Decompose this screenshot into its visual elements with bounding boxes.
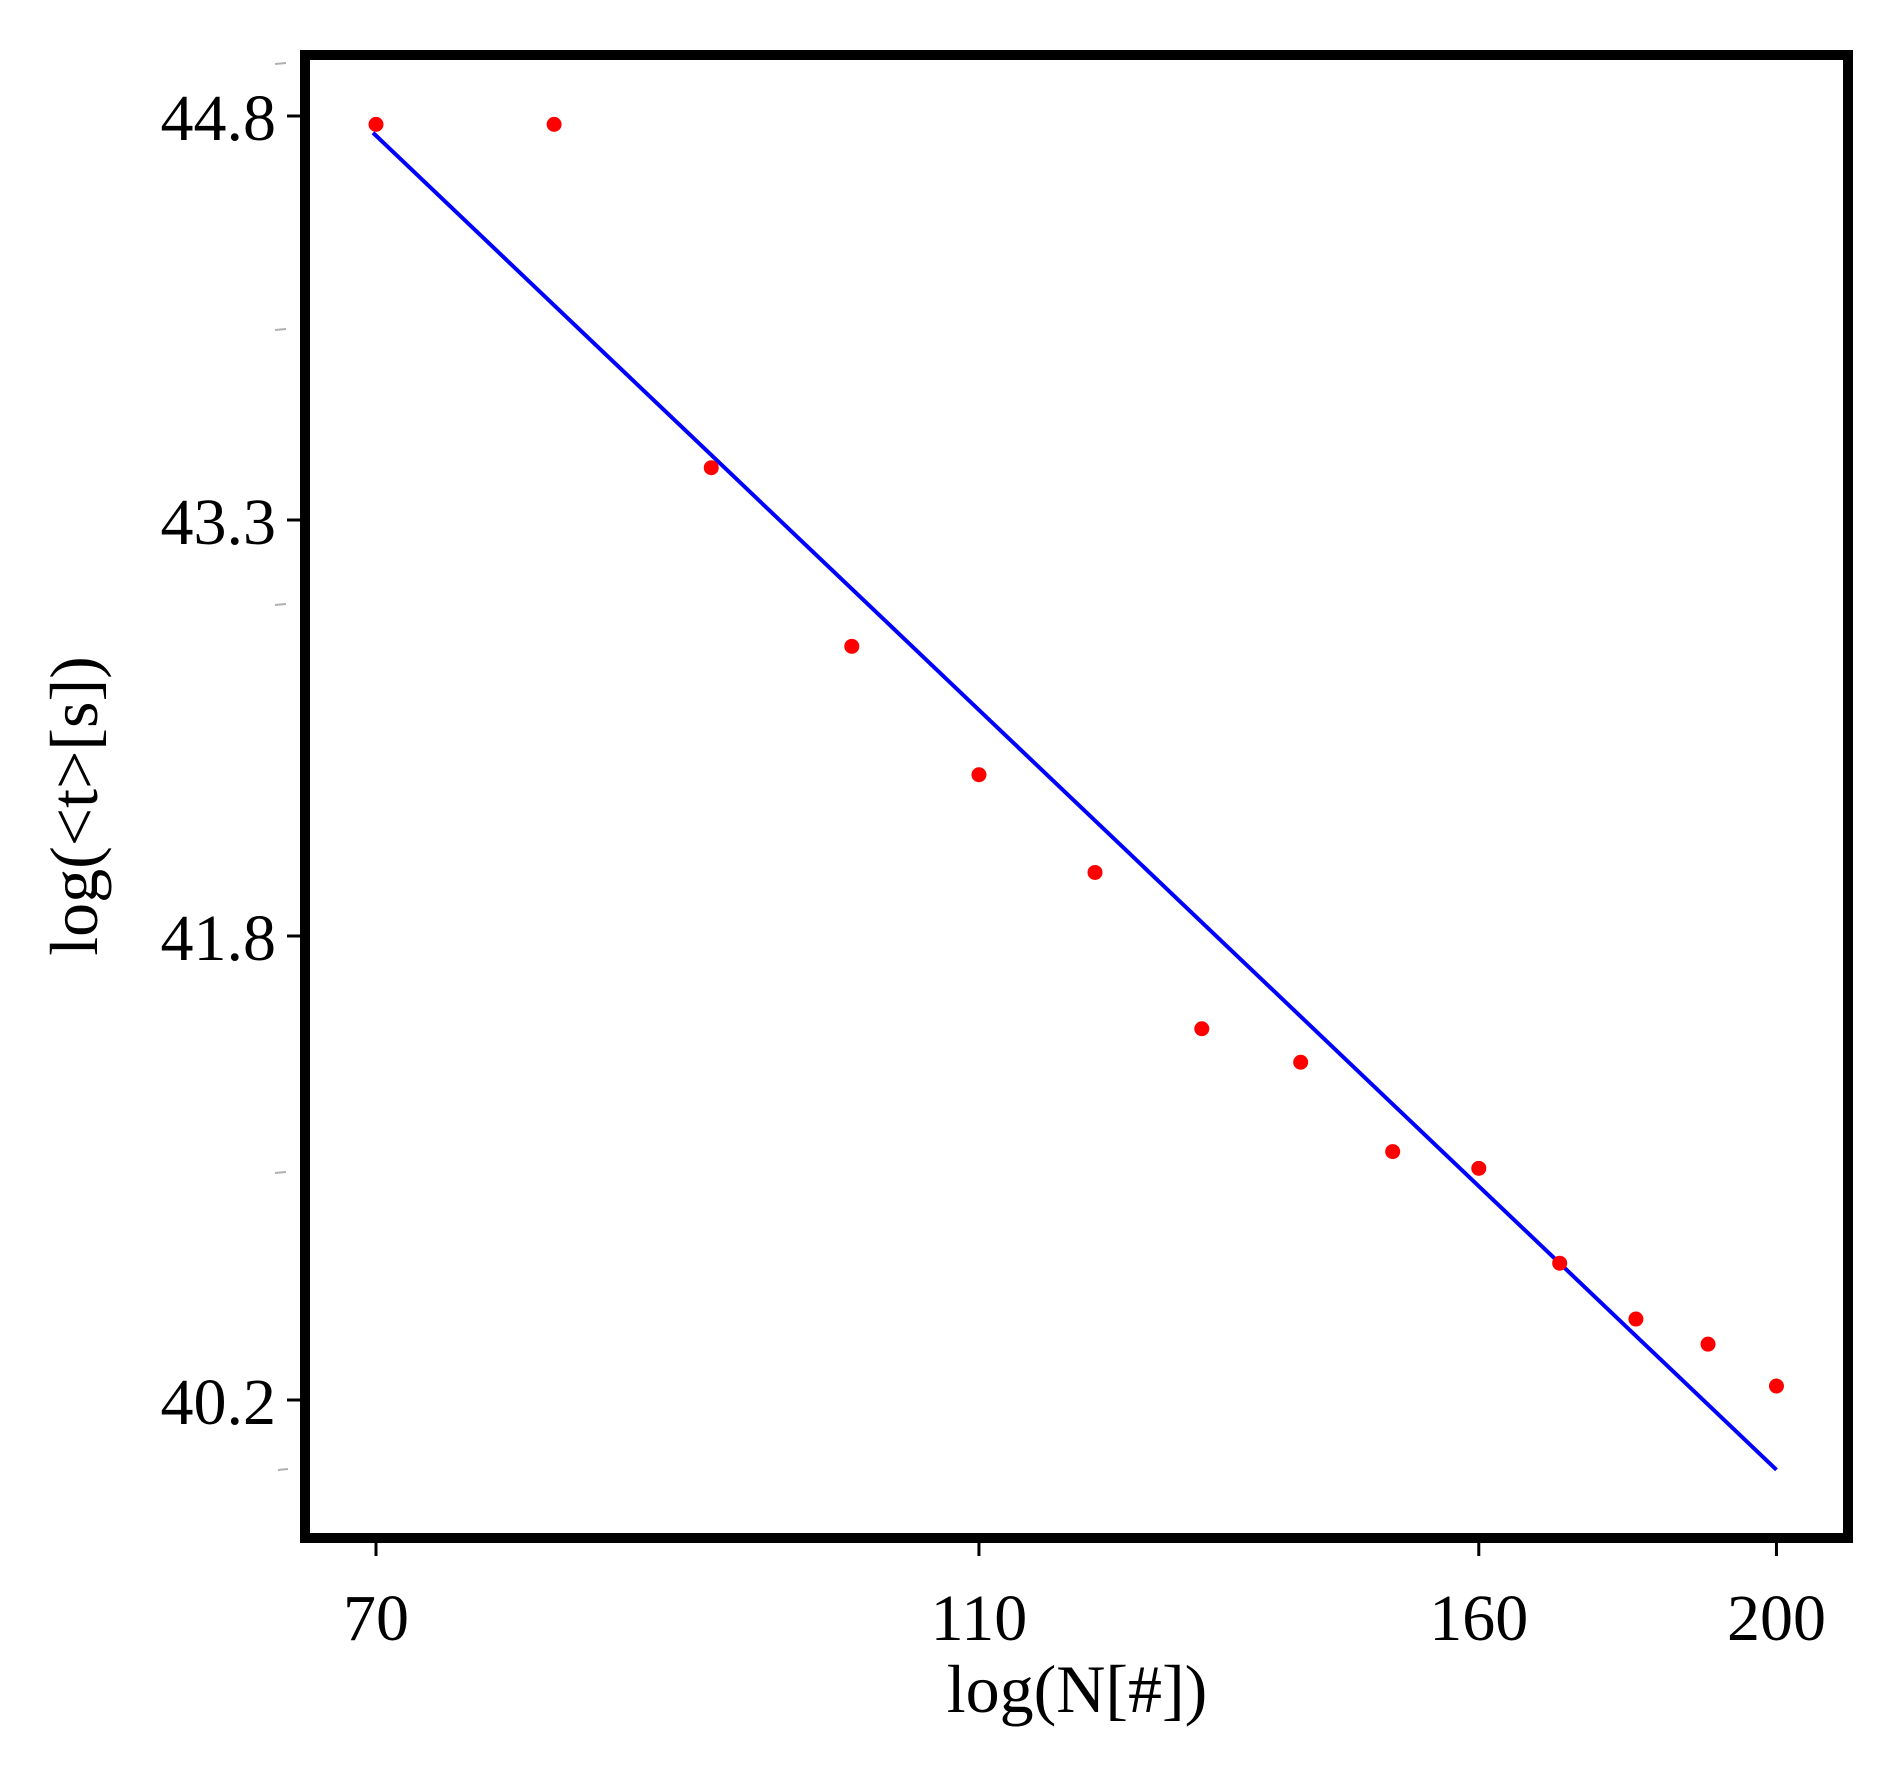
fit-line [371,131,1778,1472]
data-point [1628,1311,1644,1327]
data-point [703,460,719,476]
data-point [1552,1255,1568,1271]
data-point [1385,1144,1401,1160]
y-minor-ticks [274,62,289,1471]
data-point [1194,1021,1210,1037]
data-points [368,116,1784,1394]
y-tick-label: 44.8 [161,82,277,155]
y-tick-label: 43.3 [161,486,277,559]
data-point [1293,1054,1309,1070]
data-point [1700,1336,1716,1352]
x-tick-label: 160 [1429,1582,1528,1655]
data-point [1768,1378,1784,1394]
y-axis-ticks: 44.8 43.3 41.8 40.2 [161,82,300,1439]
x-axis-title: log(N[#]) [947,1651,1208,1727]
data-point [844,638,860,654]
data-point [368,116,384,132]
data-point [1471,1160,1487,1176]
data-point [971,767,987,783]
x-tick-label: 70 [343,1582,409,1655]
x-tick-label: 110 [931,1582,1028,1655]
plot-frame [300,50,1853,1543]
y-tick-label: 41.8 [161,902,277,975]
x-tick-label: 200 [1727,1582,1826,1655]
data-point [546,116,562,132]
y-tick-label: 40.2 [161,1366,277,1439]
data-point [1087,864,1103,880]
x-axis-ticks: 70 110 160 200 [343,1543,1826,1655]
y-axis-title: log(<t>[s]) [36,656,112,956]
